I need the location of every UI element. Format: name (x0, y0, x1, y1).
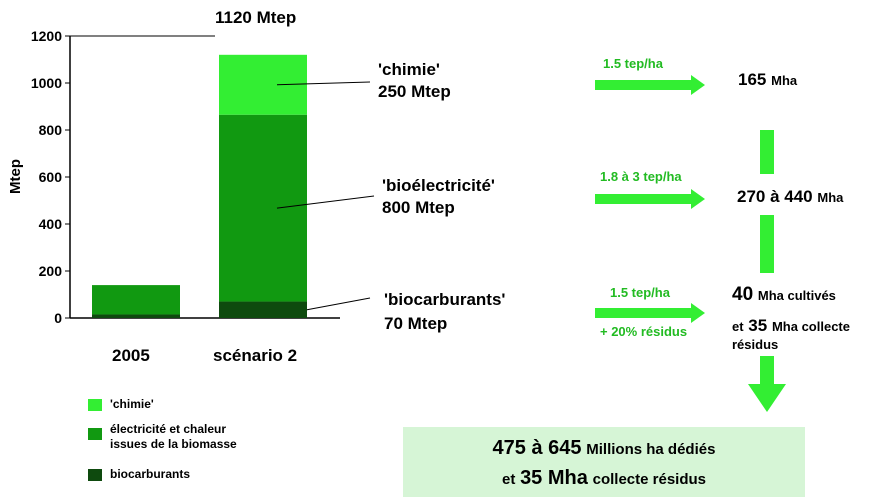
vertical-connector-top (760, 130, 774, 174)
annotation-bioelec-value: 800 Mtep (382, 198, 455, 217)
annotation-chimie-value: 250 Mtep (378, 82, 451, 101)
bar-2005-biocarburants (92, 314, 180, 318)
total-line-2: et 35 Mha collecte résidus (501, 467, 706, 489)
y-tick-label-800: 800 (39, 122, 63, 138)
total-label: 1120 Mtep (215, 8, 297, 27)
vertical-connector-middle (760, 215, 774, 273)
x-label-2005: 2005 (112, 346, 150, 365)
y-tick-label-600: 600 (39, 169, 63, 185)
leader-line-bioelec (276, 195, 375, 209)
area-biocarb-line1: 40 Mha cultivés (732, 284, 836, 305)
area-bioelec: 270 à 440 Mha (737, 187, 844, 206)
y-tick-label-0: 0 (54, 310, 62, 326)
yield-biocarb-extra: + 20% résidus (600, 324, 688, 339)
y-axis-label: Mtep (7, 159, 24, 194)
leader-line-chimie (276, 81, 371, 86)
arrow-chimie (595, 75, 705, 95)
bar-scenario2-electricite (219, 114, 307, 302)
legend-swatch-chimie (88, 399, 102, 411)
legend-label-electricite-2: issues de la biomasse (110, 437, 237, 451)
legend-swatch-electricite (88, 428, 102, 440)
legend-label-electricite-1: électricité et chaleur (110, 422, 227, 436)
yield-chimie: 1.5 tep/ha (603, 56, 663, 71)
y-tick-label-200: 200 (39, 263, 63, 279)
legend-swatch-biocarburants (88, 469, 102, 481)
yield-biocarb: 1.5 tep/ha (610, 285, 670, 300)
arrow-biocarb (595, 303, 705, 323)
arrow-down-total (748, 356, 786, 412)
arrow-bioelec (595, 189, 705, 209)
bar-2005-electricite (92, 285, 180, 315)
annotation-biocarb-name: 'biocarburants' (384, 290, 506, 309)
legend-label-chimie: 'chimie' (110, 397, 154, 411)
x-label-scenario2: scénario 2 (213, 346, 298, 365)
annotation-biocarb-value: 70 Mtep (384, 314, 448, 333)
bar-scenario2-biocarburants (219, 301, 307, 318)
area-biocarb-line3: résidus (732, 337, 779, 352)
y-tick-label-400: 400 (39, 216, 63, 232)
leader-line-biocarb (306, 297, 371, 311)
yield-bioelec: 1.8 à 3 tep/ha (600, 169, 682, 184)
annotation-bioelec-name: 'bioélectricité' (382, 176, 495, 195)
total-line-1: 475 à 645 Millions ha dédiés (492, 437, 716, 459)
y-tick-label-1200: 1200 (31, 28, 62, 44)
legend-label-biocarburants: biocarburants (110, 467, 191, 481)
y-tick-label-1000: 1000 (31, 75, 62, 91)
annotation-chimie-name: 'chimie' (378, 60, 440, 79)
total-result-box: 475 à 645 Millions ha dédiés et 35 Mha c… (403, 427, 805, 497)
area-chimie: 165 Mha (738, 70, 798, 89)
area-biocarb-line2: et 35 Mha collecte (732, 316, 850, 335)
